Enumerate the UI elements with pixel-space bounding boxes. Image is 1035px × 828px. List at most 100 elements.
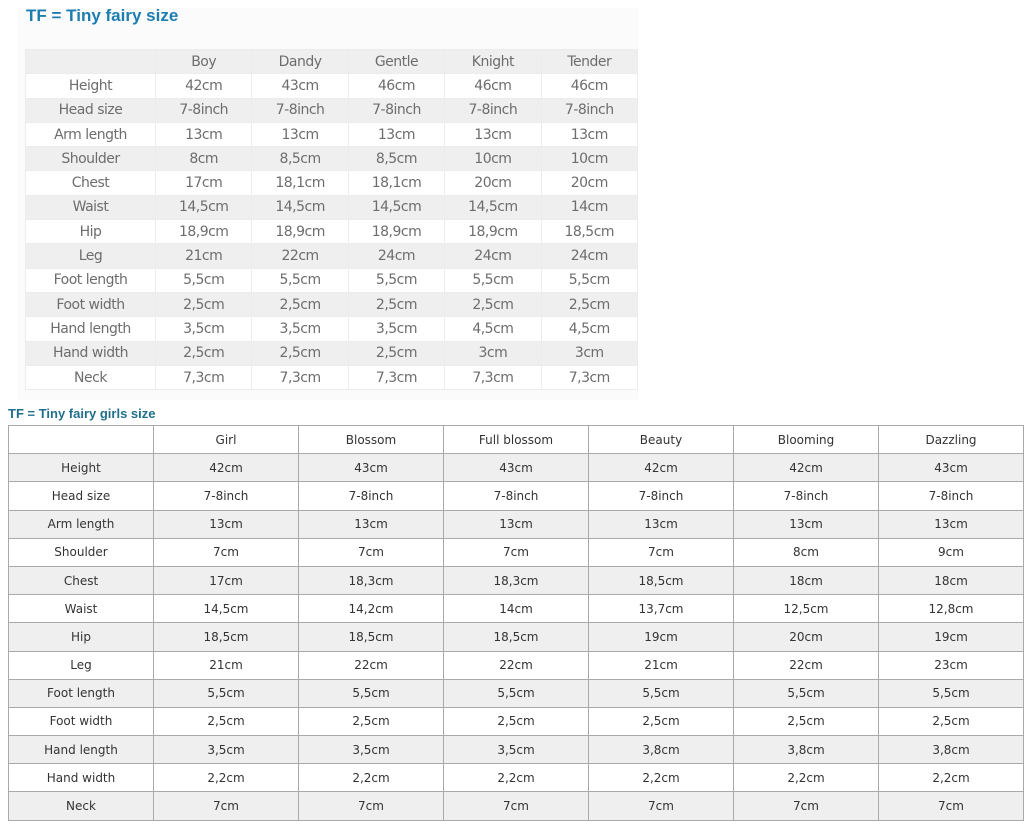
table-cell: 7-8inch	[298, 481, 444, 511]
row-label: Chest	[25, 170, 156, 196]
row-label: Chest	[8, 565, 154, 596]
table-cell: 7cm	[588, 791, 734, 821]
row-label: Arm length	[8, 509, 154, 539]
row-label: Hip	[25, 219, 156, 245]
row-label: Head size	[25, 97, 156, 123]
row-label: Hand width	[25, 340, 156, 366]
table-cell: 18cm	[733, 565, 879, 596]
table-cell: 7cm	[298, 537, 444, 567]
table-cell: 2,5cm	[251, 291, 349, 318]
table-cell: 2,5cm	[588, 706, 734, 737]
table-cell: 2,5cm	[298, 706, 444, 737]
table-cell: 2,5cm	[154, 291, 253, 318]
table-cell: 14,5cm	[444, 194, 542, 221]
table-cell: 5,5cm	[443, 678, 589, 708]
table-cell: 8,5cm	[251, 146, 349, 172]
table-cell: 7cm	[153, 791, 299, 821]
table-cell: 18,5cm	[153, 622, 299, 652]
table-cell: 2,5cm	[154, 340, 253, 366]
table-cell: 14cm	[443, 594, 589, 624]
table-cell: 3,8cm	[878, 735, 1024, 765]
table-cell: 20cm	[444, 170, 542, 196]
table-cell: 7-8inch	[588, 481, 734, 511]
table-cell: 13cm	[733, 509, 879, 539]
table-cell: 5,5cm	[733, 678, 879, 708]
row-label: Foot width	[8, 706, 154, 737]
table-cell: 2,2cm	[733, 763, 879, 793]
table-row: Shoulder 7cm 7cm 7cm 7cm 8cm 9cm	[8, 537, 1024, 567]
table-cell: 13cm	[153, 509, 299, 539]
table-cell: 3,8cm	[588, 735, 734, 765]
table-row: Head size 7-8inch 7-8inch 7-8inch 7-8inch 7-8…	[8, 481, 1024, 511]
table-cell: 7,3cm	[347, 364, 446, 391]
table-cell: 5,5cm	[154, 267, 253, 293]
table-cell: 21cm	[588, 650, 734, 680]
table-cell: 43cm	[251, 73, 349, 99]
table-cell: 3,5cm	[347, 316, 446, 342]
row-label: Hand length	[25, 316, 156, 342]
column-header: Gentle	[347, 48, 446, 75]
table-cell: 13cm	[878, 509, 1024, 539]
column-header: Beauty	[588, 424, 734, 455]
table-cell: 14,5cm	[251, 194, 349, 221]
table-cell: 7cm	[153, 537, 299, 567]
table-cell: 18,5cm	[540, 219, 639, 245]
table-row: Leg 21cm 22cm 22cm 21cm 22cm 23cm	[8, 650, 1024, 680]
row-label: Waist	[25, 194, 156, 221]
table-row: Hip 18,9cm 18,9cm 18,9cm 18,9cm 18,5cm	[25, 219, 639, 245]
table-cell: 18,9cm	[347, 219, 446, 245]
table-cell: 8,5cm	[347, 146, 446, 172]
table-row: Foot length 5,5cm 5,5cm 5,5cm 5,5cm 5,5cm	[25, 267, 639, 293]
table-cell: 7,3cm	[154, 364, 253, 391]
header-row: Girl Blossom Full blossom Beauty Blooming Daz…	[8, 424, 1024, 455]
column-header: Knight	[444, 48, 542, 75]
row-label: Waist	[8, 594, 154, 624]
table-row: Waist 14,5cm 14,5cm 14,5cm 14,5cm 14cm	[25, 194, 639, 221]
row-label: Foot length	[25, 267, 156, 293]
table-cell: 5,5cm	[251, 267, 349, 293]
table-cell: 7-8inch	[153, 481, 299, 511]
girls-size-title: TF = Tiny fairy girls size	[8, 406, 156, 421]
table-cell: 22cm	[298, 650, 444, 680]
table-cell: 22cm	[733, 650, 879, 680]
table-cell: 18,1cm	[251, 170, 349, 196]
table-cell: 20cm	[733, 622, 879, 652]
table-cell: 42cm	[153, 453, 299, 483]
table-cell: 2,5cm	[347, 291, 446, 318]
table-cell: 7-8inch	[154, 97, 253, 123]
table-cell: 5,5cm	[298, 678, 444, 708]
row-label: Neck	[8, 791, 154, 821]
table-row: Hand length 3,5cm 3,5cm 3,5cm 4,5cm 4,5cm	[25, 316, 639, 342]
row-label: Leg	[8, 650, 154, 680]
table-row: Chest 17cm 18,3cm 18,3cm 18,5cm 18cm 18cm	[8, 565, 1024, 596]
table-cell: 43cm	[298, 453, 444, 483]
table-cell: 2,5cm	[251, 340, 349, 366]
table-cell: 4,5cm	[540, 316, 639, 342]
row-label: Shoulder	[8, 537, 154, 567]
table-cell: 3cm	[444, 340, 542, 366]
table-cell: 12,5cm	[733, 594, 879, 624]
table-cell: 8cm	[733, 537, 879, 567]
girls-size-table: Girl Blossom Full blossom Beauty Blooming Daz…	[8, 424, 1024, 821]
column-header	[25, 48, 156, 75]
table-cell: 3,5cm	[154, 316, 253, 342]
table-cell: 14,5cm	[347, 194, 446, 221]
table-cell: 5,5cm	[588, 678, 734, 708]
table-cell: 19cm	[588, 622, 734, 652]
table-cell: 3,5cm	[443, 735, 589, 765]
table-cell: 10cm	[540, 146, 639, 172]
table-cell: 21cm	[153, 650, 299, 680]
table-cell: 7cm	[443, 791, 589, 821]
table-cell: 2,2cm	[878, 763, 1024, 793]
table-cell: 18,9cm	[444, 219, 542, 245]
row-label: Leg	[25, 243, 156, 269]
row-label: Height	[25, 73, 156, 99]
table-cell: 17cm	[153, 565, 299, 596]
table-cell: 7-8inch	[251, 97, 349, 123]
table-cell: 46cm	[347, 73, 446, 99]
table-cell: 9cm	[878, 537, 1024, 567]
table-cell: 14,5cm	[153, 594, 299, 624]
table-cell: 12,8cm	[878, 594, 1024, 624]
table-cell: 24cm	[444, 243, 542, 269]
table-cell: 14cm	[540, 194, 639, 221]
